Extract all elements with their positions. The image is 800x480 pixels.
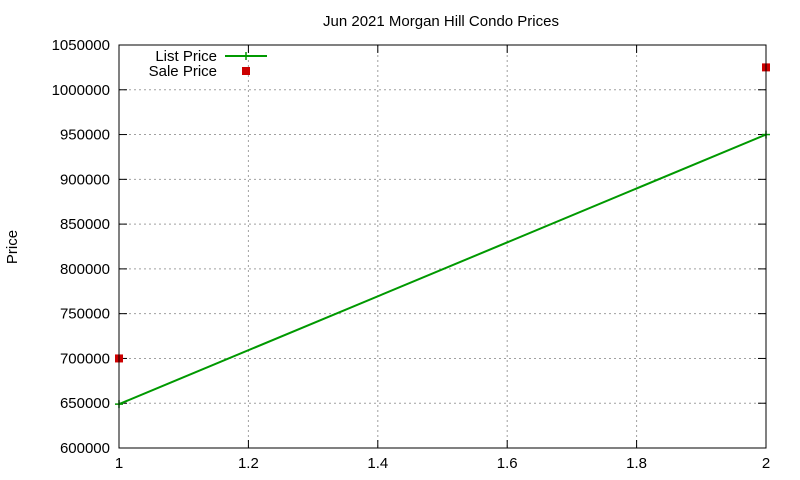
plot-border [118, 44, 767, 449]
x-axis-ticks: 1 1.2 1.4 1.6 1.8 2 [115, 45, 770, 472]
x-tick-label: 1 [115, 455, 123, 472]
y-tick-label: 950000 [60, 127, 110, 144]
x-tick-label: 1.4 [367, 455, 388, 472]
y-axis-ticks: 600000 650000 700000 750000 800000 850000 9000… [52, 37, 766, 457]
y-tick-label: 1050000 [52, 37, 110, 54]
x-tick-label: 1.8 [626, 455, 647, 472]
legend-marker-sale-price [242, 67, 250, 75]
y-tick-label: 900000 [60, 171, 110, 188]
y-tick-label: 650000 [60, 395, 110, 412]
x-tick-label: 2 [762, 455, 770, 472]
legend-label-list-price: List Price [155, 48, 217, 65]
y-tick-label: 1000000 [52, 82, 110, 99]
list-price-line [118, 133, 767, 406]
grid [119, 45, 766, 448]
y-tick-label: 800000 [60, 261, 110, 278]
y-tick-label: 750000 [60, 306, 110, 323]
y-tick-label: 850000 [60, 216, 110, 233]
legend-marker-list-price [242, 52, 250, 60]
y-tick-label: 700000 [60, 350, 110, 367]
chart-title: Jun 2021 Morgan Hill Condo Prices [323, 13, 559, 30]
x-tick-label: 1.6 [497, 455, 518, 472]
legend-label-sale-price: Sale Price [149, 63, 217, 80]
x-tick-label: 1.2 [238, 455, 259, 472]
y-axis-label: Price [4, 230, 21, 264]
series-layer [115, 63, 770, 409]
y-tick-label: 600000 [60, 440, 110, 457]
